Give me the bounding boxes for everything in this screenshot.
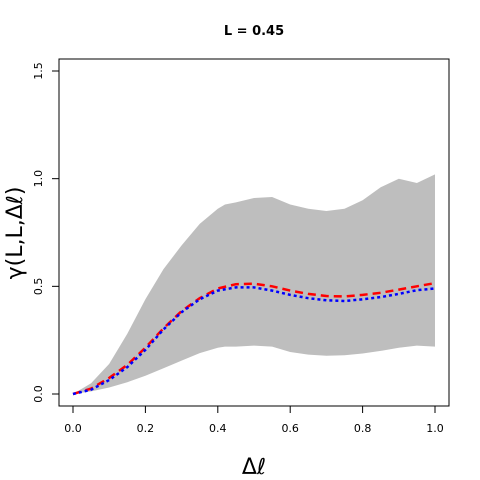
x-axis-label: Δℓ (242, 455, 266, 480)
y-axis-label: γ(L,L,Δℓ) (3, 187, 28, 280)
series-line-2 (72, 286, 436, 396)
series-layer (72, 281, 436, 396)
series-line-1 (72, 281, 436, 396)
y-axis: 0.0 0.5 1.0 1.5 (32, 62, 60, 403)
y-tick-label: 0.5 (32, 278, 45, 296)
x-tick-label: 0.2 (137, 422, 155, 435)
x-tick-label: 0.8 (354, 422, 372, 435)
x-tick-label: 0.6 (281, 422, 299, 435)
chart-title: L = 0.45 (224, 24, 284, 39)
x-tick-label: 1.0 (426, 422, 444, 435)
x-axis: 0.0 0.2 0.4 0.6 0.8 1.0 (64, 405, 444, 435)
y-tick-label: 1.5 (32, 62, 45, 80)
x-tick-label: 0.4 (209, 422, 227, 435)
x-tick-label: 0.0 (64, 422, 82, 435)
confidence-band-layer (73, 174, 435, 394)
confidence-band (73, 174, 435, 394)
y-tick-label: 0.0 (32, 385, 45, 403)
y-tick-label: 1.0 (32, 170, 45, 188)
